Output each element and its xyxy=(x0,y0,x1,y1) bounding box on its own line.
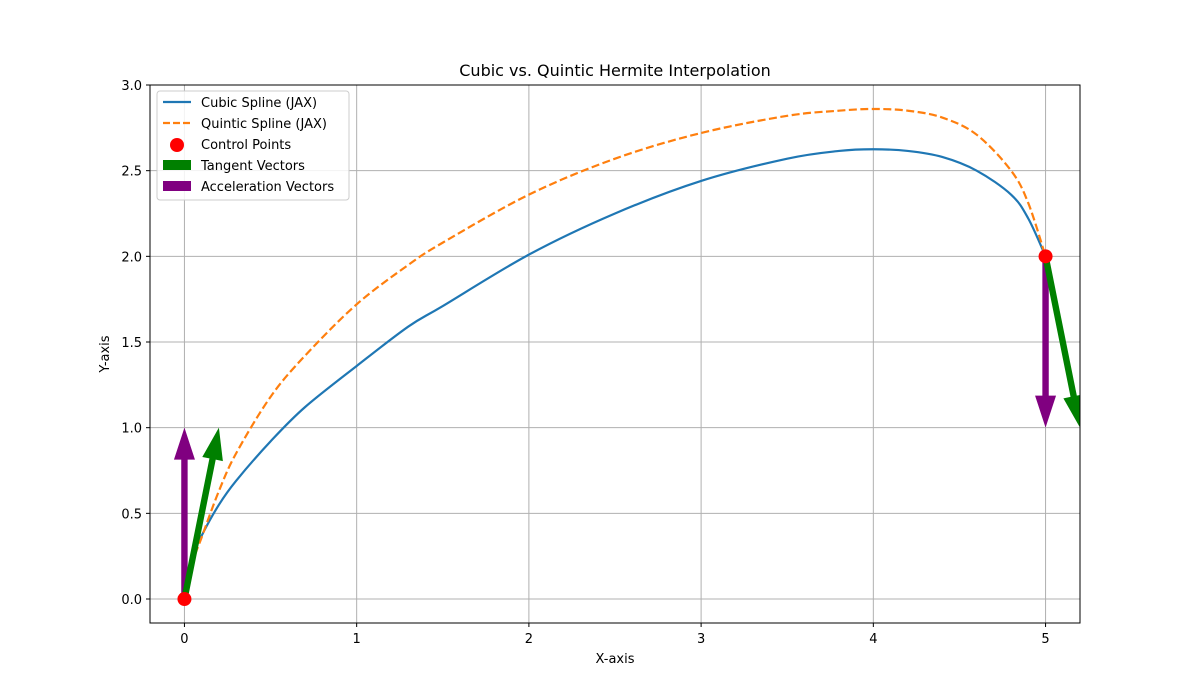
acceleration-vector xyxy=(1035,256,1057,428)
series-line-1 xyxy=(183,107,1047,600)
acceleration-vector xyxy=(173,427,195,600)
plot-frame xyxy=(149,84,1081,624)
y-tick-label: 1.0 xyxy=(121,422,142,437)
legend-acceleration-label: Acceleration Vectors xyxy=(201,180,334,195)
tangent-vector xyxy=(1042,255,1080,428)
control-point xyxy=(177,592,192,607)
legend-tangent-swatch xyxy=(163,160,191,170)
legend-cubic-label: Cubic Spline (JAX) xyxy=(201,96,317,111)
x-tick-label: 4 xyxy=(869,632,877,647)
tangent-vector xyxy=(181,427,223,600)
y-tick-label: 1.5 xyxy=(121,336,142,351)
y-tick-label: 0.0 xyxy=(121,593,142,608)
y-tick-label: 0.5 xyxy=(121,507,142,522)
chart-title: Cubic vs. Quintic Hermite Interpolation xyxy=(459,61,771,80)
legend: Cubic Spline (JAX) Quintic Spline (JAX) … xyxy=(156,90,350,201)
plot-area xyxy=(173,107,1080,607)
y-tick-label: 2.0 xyxy=(121,250,142,265)
legend-tangent-label: Tangent Vectors xyxy=(200,159,305,174)
x-tick-label: 5 xyxy=(1041,632,1049,647)
y-axis-title: Y-axis xyxy=(98,335,113,373)
legend-control-label: Control Points xyxy=(201,138,291,153)
legend-acceleration-swatch xyxy=(163,181,191,191)
x-tick-label: 2 xyxy=(525,632,533,647)
y-tick-label: 3.0 xyxy=(121,79,142,94)
series-line-0 xyxy=(183,148,1047,600)
axis-ticks: 0 1 2 3 4 5 0.0 0.5 1.0 1.5 2.0 2.5 3.0 xyxy=(121,79,1049,647)
legend-quintic-label: Quintic Spline (JAX) xyxy=(201,117,327,132)
legend-frame xyxy=(156,90,350,201)
x-tick-label: 1 xyxy=(353,632,361,647)
control-point xyxy=(1038,249,1053,264)
legend-control-swatch xyxy=(170,138,184,152)
x-tick-label: 3 xyxy=(697,632,705,647)
x-tick-label: 0 xyxy=(180,632,188,647)
y-tick-label: 2.5 xyxy=(121,165,142,180)
x-axis-title: X-axis xyxy=(596,652,635,667)
